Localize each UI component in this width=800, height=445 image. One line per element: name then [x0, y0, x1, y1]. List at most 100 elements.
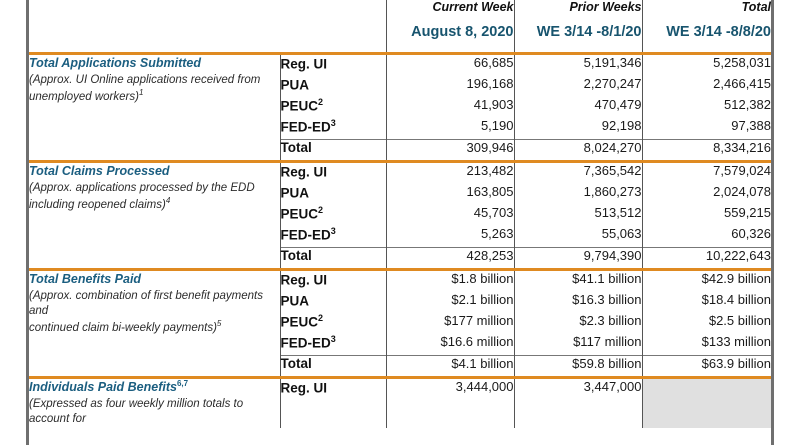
cell-current: 196,168	[385, 76, 514, 97]
program-label: FED-ED3	[279, 226, 386, 247]
cell-prior-total: 9,794,390	[513, 246, 642, 268]
cell-prior: 7,365,542	[513, 163, 642, 184]
section-note-line1: (Approx. combination of first benefit pa…	[29, 290, 263, 318]
section-separator	[29, 268, 771, 271]
cell-current: 5,190	[385, 118, 514, 139]
section-title: Individuals Paid Benefits6,7	[29, 379, 189, 395]
program-label: PEUC2	[279, 97, 386, 118]
cell-current: $1.8 billion	[385, 271, 514, 292]
header-orange-rule	[29, 52, 771, 55]
program-label: Reg. UI	[279, 163, 386, 184]
claims-data-table: Current Week Prior Weeks Total August 8,…	[29, 0, 771, 428]
program-label: Reg. UI	[279, 55, 386, 76]
cell-current-total: $4.1 billion	[385, 354, 514, 376]
cell-prior: 3,447,000	[513, 379, 642, 404]
cell-total: 97,388	[641, 118, 771, 139]
cell-prior	[513, 403, 642, 428]
cell-current: 66,685	[385, 55, 514, 76]
section-note-line1: (Approx. UI Online applications received…	[29, 74, 261, 86]
cell-prior: 92,198	[513, 118, 642, 139]
cell-total-total: $63.9 billion	[641, 354, 771, 376]
program-label-total: Total	[279, 354, 386, 376]
header-period-current-week: Current Week	[385, 0, 514, 24]
cell-total-total: 10,222,643	[641, 246, 771, 268]
table-row: PEUC2 45,703 513,512 559,215	[29, 205, 771, 226]
section-note-line2: unemployed workers)1	[29, 88, 144, 103]
program-label-total: Total	[279, 246, 386, 268]
header-range-label-spacer	[29, 24, 280, 52]
section-note-line1: (Expressed as four weekly million totals…	[29, 398, 244, 426]
cell-total: $2.5 billion	[641, 313, 771, 334]
cell-current: $2.1 billion	[385, 292, 514, 313]
table-row-total: Total 428,253 9,794,390 10,222,643	[29, 246, 771, 268]
cell-current: $16.6 million	[385, 334, 514, 355]
header-range-row: August 8, 2020 WE 3/14 -8/1/20 WE 3/14 -…	[29, 24, 771, 52]
table-row-total: Total $4.1 billion $59.8 billion $63.9 b…	[29, 354, 771, 376]
cell-prior-total: 8,024,270	[513, 138, 642, 160]
table-row: FED-ED3 5,263 55,063 60,326	[29, 226, 771, 247]
cell-total: 2,466,415	[641, 76, 771, 97]
section-title: Total Applications Submitted	[29, 56, 201, 70]
header-period-total: Total	[641, 0, 771, 24]
cell-current: 45,703	[385, 205, 514, 226]
program-label: Reg. UI	[279, 271, 386, 292]
cell-prior: $2.3 billion	[513, 313, 642, 334]
cell-prior: $41.1 billion	[513, 271, 642, 292]
cell-total-unavailable	[641, 403, 771, 428]
cell-prior: 55,063	[513, 226, 642, 247]
cell-prior: 5,191,346	[513, 55, 642, 76]
cell-total: 2,024,078	[641, 184, 771, 205]
cell-prior: 2,270,247	[513, 76, 642, 97]
header-range-total: WE 3/14 -8/8/20	[641, 24, 771, 52]
cell-total-total: 8,334,216	[641, 138, 771, 160]
table-row: PEUC2 $177 million $2.3 billion $2.5 bil…	[29, 313, 771, 334]
cell-current: 3,444,000	[385, 379, 514, 404]
table-row: Individuals Paid Benefits6,7 (Expressed …	[29, 379, 771, 425]
cell-prior: $16.3 billion	[513, 292, 642, 313]
header-range-program-spacer	[280, 24, 386, 52]
cell-current-total: 309,946	[385, 138, 514, 160]
table-row: PUA 163,805 1,860,273 2,024,078	[29, 184, 771, 205]
cell-total: 60,326	[641, 226, 771, 247]
claims-table-frame: Current Week Prior Weeks Total August 8,…	[26, 0, 774, 445]
cell-prior-total: $59.8 billion	[513, 354, 642, 376]
cell-prior: 470,479	[513, 97, 642, 118]
section-label-individuals-paid-benefits: Individuals Paid Benefits6,7 (Expressed …	[29, 379, 280, 428]
cell-current-total: 428,253	[385, 246, 514, 268]
section-note-line2: continued claim bi-weekly payments)5	[29, 319, 222, 335]
program-label: PEUC2	[279, 205, 386, 226]
header-program-spacer	[280, 0, 386, 24]
header-range-current-week: August 8, 2020	[385, 24, 514, 52]
table-row: PEUC2 41,903 470,479 512,382	[29, 97, 771, 118]
program-label-total: Total	[279, 138, 386, 160]
program-label	[279, 403, 386, 428]
program-label: Reg. UI	[279, 379, 386, 404]
section-note-line2: including reopened claims)4	[29, 196, 171, 211]
cell-total: 512,382	[641, 97, 771, 118]
table-row: FED-ED3 5,190 92,198 97,388	[29, 118, 771, 139]
cell-total-unavailable	[641, 379, 771, 404]
cell-prior: $117 million	[513, 334, 642, 355]
cell-current: 41,903	[385, 97, 514, 118]
table-row-total: Total 309,946 8,024,270 8,334,216	[29, 138, 771, 160]
header-label-spacer	[29, 0, 280, 24]
table-row: Total Claims Processed (Approx. applicat…	[29, 163, 771, 211]
table-row: PUA 196,168 2,270,247 2,466,415	[29, 76, 771, 97]
section-label-total-claims-processed: Total Claims Processed (Approx. applicat…	[29, 163, 280, 268]
table-row	[29, 403, 771, 428]
header-period-row: Current Week Prior Weeks Total	[29, 0, 771, 24]
table-row: FED-ED3 $16.6 million $117 million $133 …	[29, 334, 771, 355]
section-note-line1: (Approx. applications processed by the E…	[29, 182, 255, 194]
section-label-total-benefits-paid: Total Benefits Paid (Approx. combination…	[29, 271, 280, 376]
section-separator	[29, 376, 771, 379]
table-row: Total Benefits Paid (Approx. combination…	[29, 271, 771, 334]
table-row: Total Applications Submitted (Approx. UI…	[29, 55, 771, 103]
cell-total: $18.4 billion	[641, 292, 771, 313]
cell-current	[385, 403, 514, 428]
cell-current: 5,263	[385, 226, 514, 247]
table-row: PUA $2.1 billion $16.3 billion $18.4 bil…	[29, 292, 771, 313]
section-separator	[29, 160, 771, 163]
cell-total: 559,215	[641, 205, 771, 226]
program-label: PUA	[279, 76, 386, 97]
